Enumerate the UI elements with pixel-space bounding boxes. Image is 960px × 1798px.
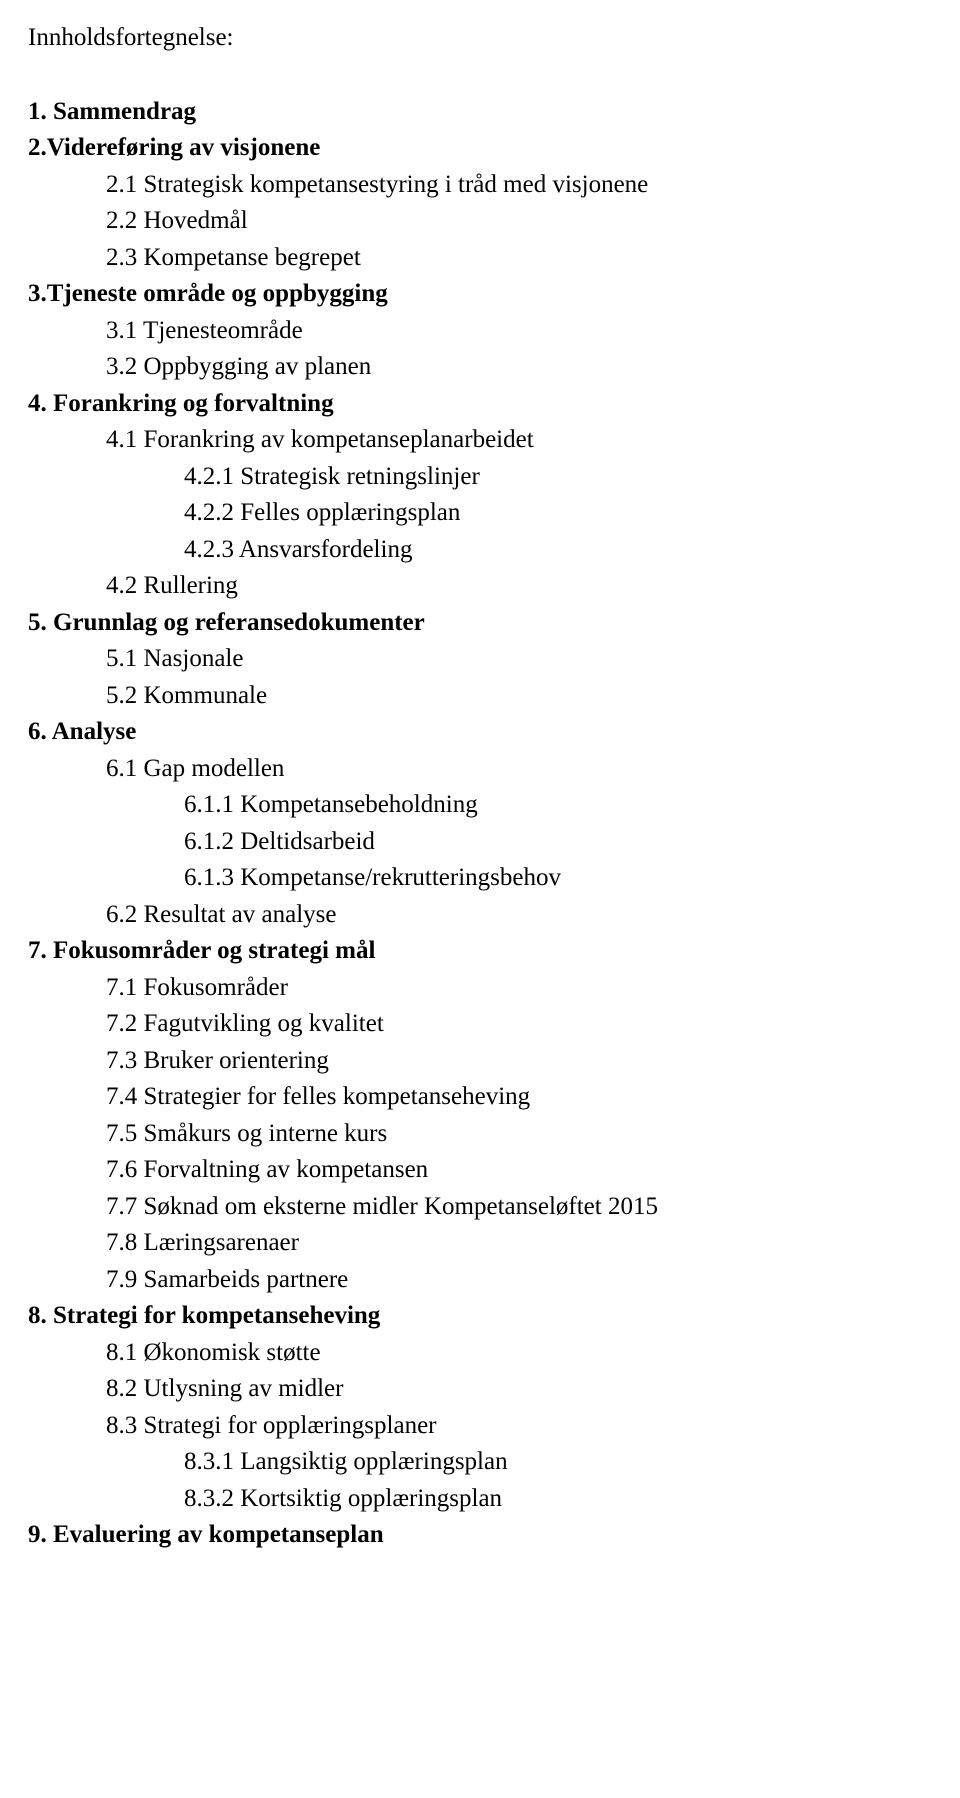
toc-heading: 4. Forankring og forvaltning	[28, 386, 960, 423]
toc-entry: 2.1 Strategisk kompetansestyring i tråd …	[106, 167, 960, 204]
toc-entry: 6.1.3 Kompetanse/rekrutteringsbehov	[184, 860, 960, 897]
toc-entry: 5.1 Nasjonale	[106, 641, 960, 678]
toc-entry: 6.1 Gap modellen	[106, 751, 960, 788]
toc-entry: 2.3 Kompetanse begrepet	[106, 240, 960, 277]
toc-entry: 4.2 Rullering	[106, 568, 960, 605]
toc-entry: 7.4 Strategier for felles kompetansehevi…	[106, 1079, 960, 1116]
toc-entry: 3.2 Oppbygging av planen	[106, 349, 960, 386]
toc-entry: 7.1 Fokusområder	[106, 970, 960, 1007]
toc-heading: 9. Evaluering av kompetanseplan	[28, 1517, 960, 1554]
toc-entry: 7.6 Forvaltning av kompetansen	[106, 1152, 960, 1189]
toc-entry: 7.9 Samarbeids partnere	[106, 1262, 960, 1299]
toc-heading: 7. Fokusområder og strategi mål	[28, 933, 960, 970]
toc-entry: 4.2.3 Ansvarsfordeling	[184, 532, 960, 569]
toc-entry: 2.2 Hovedmål	[106, 203, 960, 240]
toc-entry: 3.1 Tjenesteområde	[106, 313, 960, 350]
toc-entry: 7.5 Småkurs og interne kurs	[106, 1116, 960, 1153]
toc-heading: 5. Grunnlag og referansedokumenter	[28, 605, 960, 642]
toc-heading: 3.Tjeneste område og oppbygging	[28, 276, 960, 313]
toc-entry: 7.2 Fagutvikling og kvalitet	[106, 1006, 960, 1043]
toc-entry: 8.2 Utlysning av midler	[106, 1371, 960, 1408]
table-of-contents: Innholdsfortegnelse: 1. Sammendrag2.Vider…	[28, 20, 960, 1554]
toc-entry: 4.1 Forankring av kompetanseplanarbeidet	[106, 422, 960, 459]
blank-line	[28, 57, 960, 94]
toc-entry: 6.2 Resultat av analyse	[106, 897, 960, 934]
toc-entry: 4.2.1 Strategisk retningslinjer	[184, 459, 960, 496]
toc-heading: 8. Strategi for kompetanseheving	[28, 1298, 960, 1335]
toc-heading: 2.Videreføring av visjonene	[28, 130, 960, 167]
toc-entry: 4.2.2 Felles opplæringsplan	[184, 495, 960, 532]
toc-entry: 8.3 Strategi for opplæringsplaner	[106, 1408, 960, 1445]
toc-entry: 7.3 Bruker orientering	[106, 1043, 960, 1080]
toc-entry: 7.7 Søknad om eksterne midler Kompetanse…	[106, 1189, 960, 1226]
toc-entry: 8.3.2 Kortsiktig opplæringsplan	[184, 1481, 960, 1518]
toc-entry: 6.1.2 Deltidsarbeid	[184, 824, 960, 861]
toc-entry: 8.1 Økonomisk støtte	[106, 1335, 960, 1372]
toc-entry: 6.1.1 Kompetansebeholdning	[184, 787, 960, 824]
toc-heading: 1. Sammendrag	[28, 94, 960, 131]
toc-entry: 7.8 Læringsarenaer	[106, 1225, 960, 1262]
toc-heading: 6. Analyse	[28, 714, 960, 751]
toc-entry: 8.3.1 Langsiktig opplæringsplan	[184, 1444, 960, 1481]
toc-entry: Innholdsfortegnelse:	[28, 20, 960, 57]
toc-entry: 5.2 Kommunale	[106, 678, 960, 715]
